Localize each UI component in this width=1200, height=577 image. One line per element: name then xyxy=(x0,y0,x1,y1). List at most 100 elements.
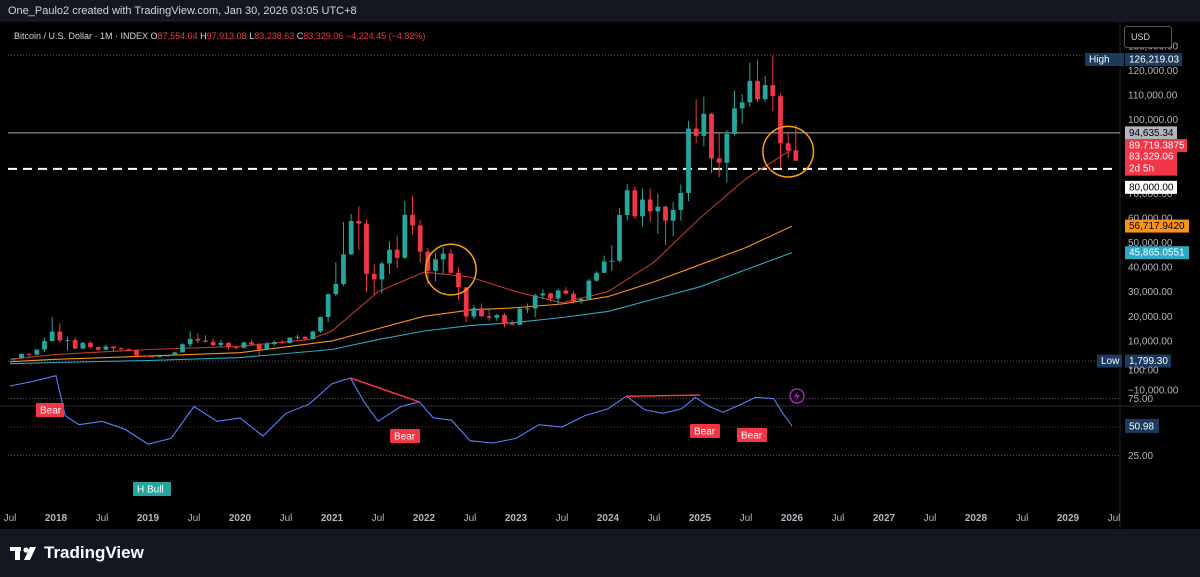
high-label: H xyxy=(200,31,207,41)
time-tick-label: 2018 xyxy=(45,513,68,524)
symbol-info: Bitcoin / U.S. Dollar · 1M · INDEX O87,5… xyxy=(14,31,425,41)
candle-body xyxy=(486,316,492,318)
candle-body xyxy=(448,253,454,273)
symbol-name: Bitcoin / U.S. Dollar · 1M · INDEX xyxy=(14,31,149,41)
candle-body xyxy=(425,251,431,271)
candle-body xyxy=(747,80,753,103)
low-value-text: 1,799.30 xyxy=(1129,356,1168,367)
moving-average-1 xyxy=(9,225,793,363)
candle-body xyxy=(126,349,132,351)
candle-body xyxy=(149,356,155,358)
candle-body xyxy=(617,215,622,261)
dashed-level-badge xyxy=(1125,180,1177,194)
candle-body xyxy=(701,113,707,136)
candle-body xyxy=(479,308,484,317)
rsi-tick-label: 25.00 xyxy=(1128,451,1153,462)
low-label-badge xyxy=(1097,354,1122,368)
bear-label-1-text: Bear xyxy=(40,406,62,417)
candle-body xyxy=(594,272,599,281)
candle-body xyxy=(540,293,546,296)
candle-body xyxy=(778,96,783,144)
candle-body xyxy=(609,260,615,262)
h-line-value-badge xyxy=(1125,126,1177,140)
time-tick-label: 2026 xyxy=(781,513,804,524)
candle-body xyxy=(226,342,231,347)
candle-body xyxy=(333,284,339,295)
candle-body xyxy=(509,323,515,325)
candle-body xyxy=(187,338,193,345)
candle-body xyxy=(525,308,530,310)
chart-svg: 130,000.00120,000.00110,000.00100,000.00… xyxy=(0,22,1200,529)
hbull-label-text: H Bull xyxy=(137,485,164,496)
candle-body xyxy=(164,355,170,357)
candle-body xyxy=(494,315,500,318)
candle-body xyxy=(157,355,162,357)
chart-area[interactable]: Bitcoin / U.S. Dollar · 1M · INDEX O87,5… xyxy=(0,22,1200,529)
price-tick-label: 20,000.00 xyxy=(1128,312,1173,323)
time-tick-label: Jul xyxy=(188,513,201,524)
candle-body xyxy=(571,293,576,302)
time-tick-label: Jul xyxy=(4,513,17,524)
candle-body xyxy=(287,337,293,343)
candle-body xyxy=(180,344,185,353)
rsi-current-badge xyxy=(1125,418,1159,433)
bear-label-2-text: Bear xyxy=(394,432,416,443)
candle-body xyxy=(762,85,768,100)
candle-body xyxy=(647,199,653,212)
orange-ma-text: 56,717.9420 xyxy=(1129,221,1185,232)
h-line-value-text: 94,635.34 xyxy=(1129,128,1174,139)
tradingview-logo: TradingView xyxy=(10,543,144,563)
candle-body xyxy=(210,341,216,346)
currency-selector[interactable]: USD xyxy=(1124,26,1172,48)
candle-body xyxy=(325,294,331,318)
close-text: 83,329.06 xyxy=(1129,152,1174,163)
low-label-text: Low xyxy=(1101,356,1120,367)
candle-body xyxy=(134,349,139,356)
candle-body xyxy=(241,342,247,348)
low-label: L xyxy=(249,31,255,41)
time-tick-label: Jul xyxy=(832,513,845,524)
price-tick-label: 100,000.00 xyxy=(1128,115,1178,126)
low-value: 83,238.63 xyxy=(254,31,295,41)
candle-body xyxy=(755,80,760,100)
open-value: 87,554.04 xyxy=(157,31,198,41)
candle-body xyxy=(95,347,101,350)
dashed-level-text: 80,000.00 xyxy=(1129,182,1174,193)
candle-body xyxy=(295,336,300,338)
time-tick-label: 2028 xyxy=(965,513,988,524)
time-tick-label: Jul xyxy=(648,513,661,524)
candle-body xyxy=(11,358,17,360)
candle-body xyxy=(456,272,461,288)
candle-body xyxy=(517,308,523,325)
lightning-icon xyxy=(789,388,805,404)
time-tick-label: Jul xyxy=(372,513,385,524)
candle-body xyxy=(663,206,668,221)
moving-average-2 xyxy=(9,252,793,365)
high-value-text: 126,219.03 xyxy=(1129,55,1179,66)
candle-body xyxy=(379,263,385,280)
current-price-text: 89,719.3875 xyxy=(1129,140,1185,151)
candle-body xyxy=(433,259,438,271)
rsi-tick-label: 100.00 xyxy=(1128,366,1159,377)
time-tick-label: Jul xyxy=(464,513,477,524)
time-tick-label: Jul xyxy=(924,513,937,524)
price-tick-label: 120,000.00 xyxy=(1128,66,1178,77)
candle-body xyxy=(693,128,699,136)
candle-body xyxy=(364,223,369,274)
candle-body xyxy=(34,349,40,355)
candle-body xyxy=(111,346,116,349)
candle-body xyxy=(686,128,691,193)
candle-body xyxy=(371,273,377,280)
bear-label-4-text: Bear xyxy=(741,431,763,442)
candle-body xyxy=(80,342,86,349)
candle-body xyxy=(310,331,316,339)
divergence-line-1 xyxy=(626,394,701,397)
candle-body xyxy=(195,338,201,341)
price-tick-label: 50,000.00 xyxy=(1128,238,1173,249)
price-tick-label: 60,000.00 xyxy=(1128,214,1173,225)
teal-ma-badge xyxy=(1125,246,1189,260)
candle-body xyxy=(532,295,538,309)
candle-body xyxy=(586,280,592,300)
candle-body xyxy=(203,340,208,342)
high-value: 97,913.08 xyxy=(206,31,247,41)
